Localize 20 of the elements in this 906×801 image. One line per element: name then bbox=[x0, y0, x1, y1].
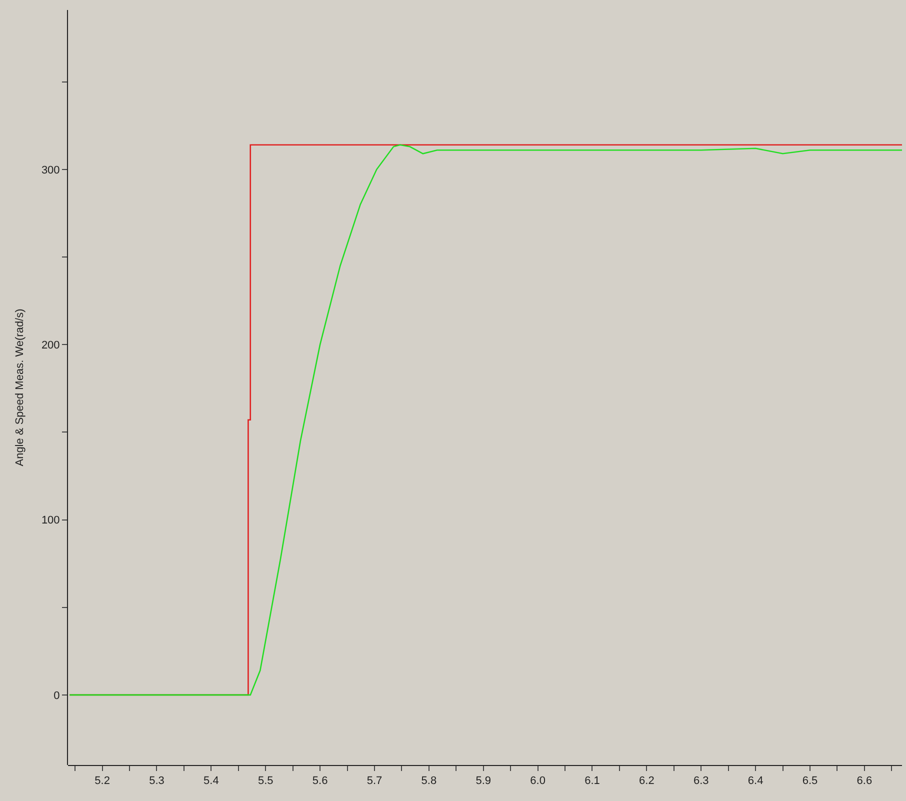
x-tick-label: 6.4 bbox=[748, 775, 764, 788]
x-tick-label: 5.8 bbox=[421, 775, 437, 788]
x-tick-label: 5.5 bbox=[258, 775, 274, 788]
x-tick-label: 6.6 bbox=[856, 775, 872, 788]
y-tick-label: 200 bbox=[41, 339, 60, 352]
x-tick-label: 6.2 bbox=[639, 775, 654, 788]
y-axis-title: Angle & Speed Meas. We(rad/s) bbox=[14, 308, 26, 466]
x-tick-label: 5.7 bbox=[366, 775, 382, 788]
x-tick-label: 5.4 bbox=[204, 775, 219, 788]
x-tick-label: 5.9 bbox=[476, 775, 492, 788]
x-tick-label: 6.0 bbox=[530, 775, 546, 788]
x-tick-label: 5.6 bbox=[312, 775, 328, 788]
y-tick-label: 100 bbox=[41, 514, 60, 527]
x-tick-label: 5.2 bbox=[94, 775, 110, 788]
x-tick-label: 6.1 bbox=[584, 775, 600, 788]
x-tick-label: 6.3 bbox=[693, 775, 709, 788]
y-tick-label: 300 bbox=[41, 164, 60, 176]
y-tick-label: 0 bbox=[54, 690, 60, 702]
x-tick-label: 5.3 bbox=[149, 775, 164, 788]
x-tick-label: 6.5 bbox=[802, 775, 818, 788]
